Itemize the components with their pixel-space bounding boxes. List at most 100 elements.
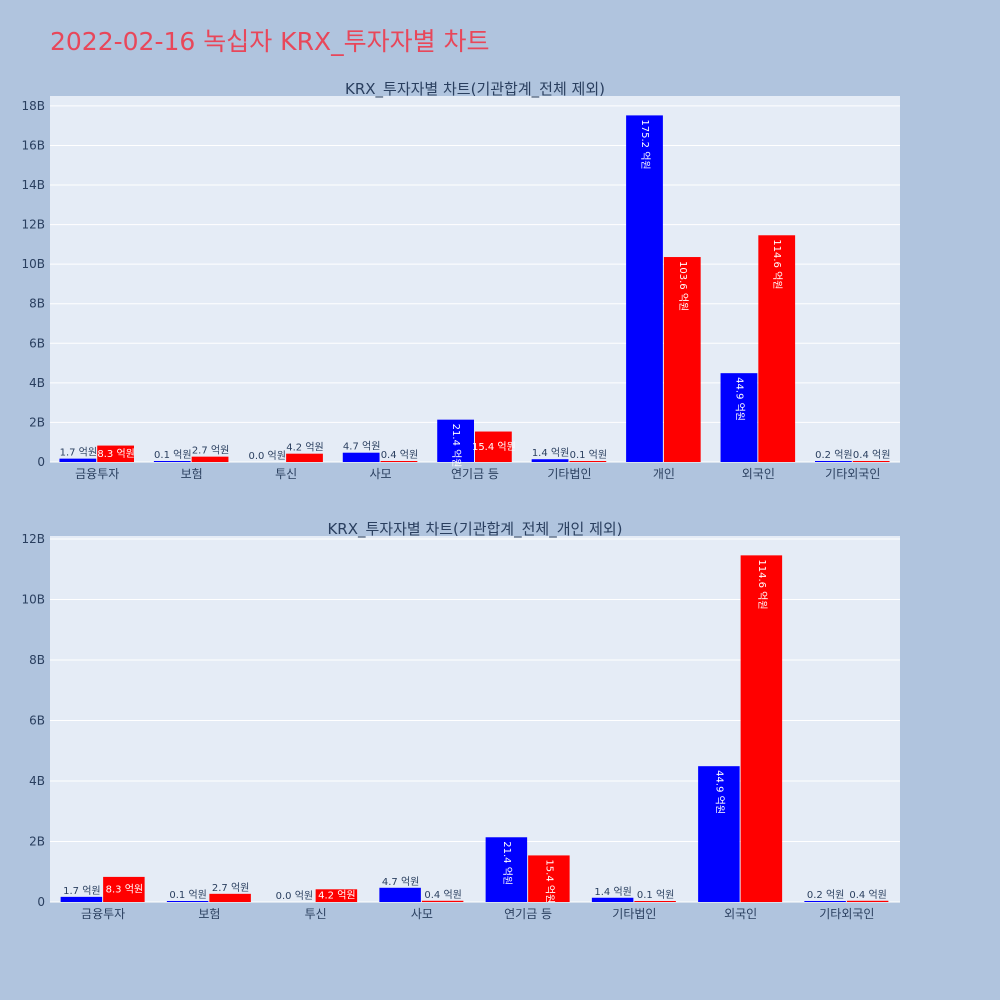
data-label: 0.2 억원	[815, 449, 852, 461]
data-label: 0.0 억원	[276, 890, 313, 902]
y-tick-label: 18B	[21, 99, 45, 113]
data-label: 4.2 억원	[286, 442, 323, 454]
x-tick-label: 사모	[411, 907, 433, 921]
data-label: 0.4 억원	[849, 889, 886, 901]
x-tick-label: 기타외국인	[825, 467, 880, 481]
x-tick-label: 연기금 등	[504, 907, 552, 921]
data-label: 21.4 억원	[501, 841, 513, 885]
y-tick-label: 14B	[21, 178, 45, 192]
bar	[437, 419, 474, 462]
x-tick-label: 외국인	[742, 467, 775, 481]
x-tick-label: 금융투자	[75, 467, 119, 481]
y-tick-label: 2B	[29, 415, 45, 429]
data-label: 0.4 억원	[381, 449, 418, 461]
y-tick-label: 0	[37, 895, 45, 909]
chart-all-investors: KRX_투자자별 차트(기관합계_전체 제외) 0 2B 4B 6B 8B 10B 12B 14…	[21, 80, 900, 481]
bar	[852, 461, 890, 462]
bar	[97, 445, 134, 462]
bar	[626, 115, 663, 462]
data-label: 4.7 억원	[382, 876, 419, 888]
bar	[475, 431, 512, 462]
bar	[758, 235, 796, 462]
x-tick-label: 투신	[275, 467, 297, 481]
x-tick-label: 보험	[181, 467, 203, 481]
data-label: 8.3 억원	[97, 448, 134, 460]
bar	[421, 900, 464, 902]
data-label: 15.4 억원	[543, 859, 555, 903]
data-label: 114.6 억원	[756, 559, 768, 609]
bar	[59, 458, 97, 462]
y-tick-label: 2B	[29, 835, 45, 849]
data-label: 1.4 억원	[532, 447, 569, 459]
data-label: 0.2 억원	[807, 889, 844, 901]
data-label: 4.7 억원	[343, 441, 380, 453]
data-label: 0.1 억원	[637, 889, 674, 901]
y-tick-label: 12B	[21, 218, 45, 232]
data-label: 2.7 억원	[192, 445, 229, 457]
bar	[342, 452, 380, 462]
data-label: 1.7 억원	[63, 885, 100, 897]
bar	[103, 876, 145, 902]
bar	[379, 887, 421, 902]
data-label: 0.4 억원	[853, 449, 890, 461]
bar	[166, 901, 209, 902]
chart-excluding-individuals: KRX_투자자별 차트(기관합계_전체_개인 제외) 0 2B 4B 6B 8B 10B 12…	[21, 520, 900, 921]
x-tick-label: 사모	[370, 467, 392, 481]
y-tick-label: 8B	[29, 297, 45, 311]
chart-title: KRX_투자자별 차트(기관합계_전체 제외)	[345, 80, 605, 99]
bar	[663, 257, 701, 462]
data-label: 44.9 억원	[733, 377, 745, 421]
bar	[531, 459, 569, 462]
bar	[191, 456, 229, 462]
y-tick-label: 0	[37, 455, 45, 469]
data-label: 4.2 억원	[318, 890, 355, 902]
y-tick-label: 10B	[21, 257, 45, 271]
bar	[380, 461, 418, 462]
x-tick-label: 외국인	[724, 907, 757, 921]
bar	[804, 901, 846, 902]
chart-title: KRX_투자자별 차트(기관합계_전체_개인 제외)	[327, 520, 622, 539]
data-label: 175.2 억원	[639, 119, 651, 169]
x-tick-label: 기타법인	[547, 467, 591, 481]
x-tick-label: 보험	[198, 907, 220, 921]
bar	[698, 766, 740, 902]
data-label: 0.0 억원	[248, 450, 285, 462]
x-tick-label: 기타외국인	[819, 907, 874, 921]
bar	[720, 373, 758, 462]
y-tick-label: 6B	[29, 336, 45, 350]
bar	[60, 896, 103, 902]
bar	[528, 855, 570, 902]
data-label: 0.1 억원	[570, 449, 607, 461]
data-label: 0.1 억원	[154, 449, 191, 461]
y-tick-label: 12B	[21, 532, 45, 546]
data-label: 1.4 억원	[594, 886, 631, 898]
bar	[569, 461, 607, 462]
bar	[315, 889, 358, 902]
data-label: 15.4 억원	[472, 441, 516, 453]
page-title: 2022-02-16 녹십자 KRX_투자자별 차트	[50, 27, 490, 56]
bar	[485, 837, 528, 902]
x-tick-label: 투신	[305, 907, 327, 921]
y-tick-label: 6B	[29, 714, 45, 728]
y-tick-label: 8B	[29, 653, 45, 667]
x-tick-label: 개인	[653, 467, 675, 481]
data-label: 1.7 억원	[60, 447, 97, 459]
data-label: 8.3 억원	[106, 883, 143, 895]
y-tick-label: 4B	[29, 376, 45, 390]
x-tick-label: 금융투자	[81, 907, 125, 921]
x-tick-label: 연기금 등	[451, 467, 499, 481]
data-label: 2.7 억원	[212, 882, 249, 894]
y-tick-label: 10B	[21, 593, 45, 607]
data-label: 21.4 억원	[450, 424, 462, 468]
data-label: 114.6 억원	[771, 239, 783, 289]
bar	[846, 900, 889, 902]
bar	[591, 897, 634, 902]
bar	[634, 901, 676, 902]
data-label: 103.6 억원	[677, 261, 689, 311]
x-tick-label: 기타법인	[612, 907, 656, 921]
y-tick-label: 4B	[29, 774, 45, 788]
data-label: 0.4 억원	[424, 889, 461, 901]
bar	[740, 555, 783, 902]
data-label: 0.1 억원	[169, 889, 206, 901]
bar	[815, 461, 852, 462]
